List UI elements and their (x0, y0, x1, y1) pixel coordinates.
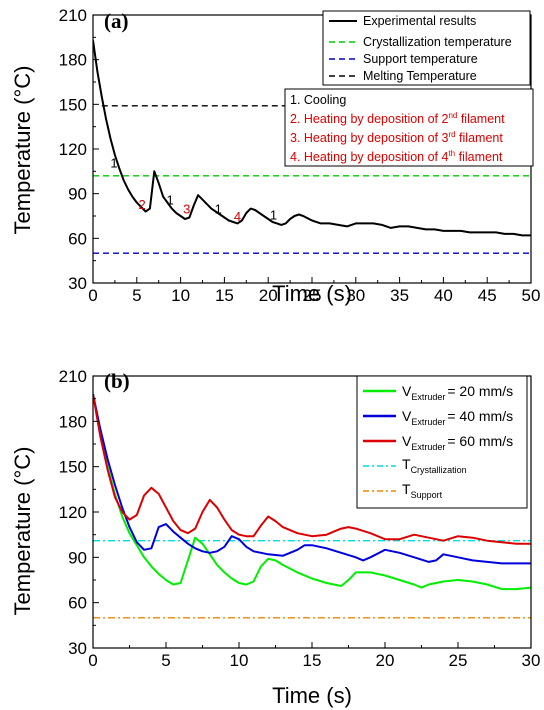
note-heating-3-text: 3. Heating by deposition of 3 (290, 131, 448, 145)
panel-a-x-tick-label: 45 (478, 286, 497, 305)
panel-b-x-tick-label: 25 (449, 651, 468, 670)
panel-a-chart: (a) Time (s) Temperature (°C) 0 5 10 15 20 25… (10, 6, 540, 306)
panel-a-x-axis-title: Time (s) (272, 281, 352, 306)
legend-b-crystallization-main: T (402, 456, 411, 472)
panel-b-y-tick-label: 90 (68, 548, 87, 567)
panel-a-legend: Experimental results Crystallization tem… (322, 10, 531, 86)
note-cooling: 1. Cooling (290, 93, 346, 107)
panel-a-y-tick-label: 120 (59, 140, 87, 159)
legend-a-crystallization: Crystallization temperature (363, 35, 512, 49)
panel-b-chart: (b) Time (s) Temperature (°C) 0 5 10 15 20 25… (10, 367, 540, 708)
legend-a-melting: Melting Temperature (363, 69, 477, 83)
panel-b-x-axis-title: Time (s) (272, 683, 352, 708)
panel-a-x-tick-label: 30 (346, 286, 365, 305)
panel-b-x-tick-label: 5 (161, 651, 170, 670)
note-heating-4: 4. Heating by deposition of 4th filament (290, 149, 503, 164)
panel-b-x-tick-label: 10 (230, 651, 249, 670)
legend-b-v60-sub: Extruder (411, 442, 445, 452)
note-heating-2-tail: filament (457, 112, 505, 126)
panel-b-series-3-line (93, 393, 531, 545)
panel-a-annotation-2: 2 (138, 197, 145, 212)
panel-a-x-tick-label: 25 (303, 286, 322, 305)
legend-b-v40-main: V (402, 408, 412, 424)
panel-a-legend-frame (322, 10, 531, 86)
legend-b-v60-tail: = 60 mm/s (447, 433, 513, 449)
panel-a-x-tick-label: 40 (434, 286, 453, 305)
legend-b-v60-main: V (402, 433, 412, 449)
panel-b-x-tick-label: 20 (376, 651, 395, 670)
note-heating-4-tail: filament (455, 150, 503, 164)
panel-b-series-2-line (93, 393, 531, 565)
legend-a-support: Support temperature (363, 52, 478, 66)
panel-a-annotation-1: 1 (110, 155, 117, 170)
note-heating-4-sup: th (448, 149, 455, 158)
legend-b-v60: VExtruder = 60 mm/s (402, 433, 513, 452)
legend-b-support-main: T (402, 481, 411, 497)
note-heating-3: 3. Heating by deposition of 3rd filament (290, 130, 503, 145)
panel-a-x-tick-label: 15 (215, 286, 234, 305)
panel-b-y-axis-title: Temperature (°C) (10, 447, 35, 616)
legend-b-v20: VExtruder = 20 mm/s (402, 383, 513, 402)
legend-b-v40-tail: = 40 mm/s (447, 408, 513, 424)
panel-a-y-tick-label: 180 (59, 51, 87, 70)
legend-b-support: TSupport (402, 481, 443, 500)
panel-b-series-group (93, 393, 531, 619)
legend-b-crystallization-sub: Crystallization (411, 465, 467, 475)
note-heating-4-text: 4. Heating by deposition of 4 (290, 150, 448, 164)
panel-a-x-tick-label: 0 (88, 286, 97, 305)
panel-a-annotation-5: 1 (215, 202, 222, 217)
panel-b-y-tick-label: 60 (68, 594, 87, 613)
panel-b-y-tick-label: 30 (68, 639, 87, 658)
panel-b-legend: VExtruder = 20 mm/s VExtruder = 40 mm/s VE… (356, 375, 528, 509)
panel-a-notes-frame (284, 88, 534, 167)
note-heating-2-sup: nd (448, 111, 457, 120)
panel-b-y-tick-label: 150 (59, 458, 87, 477)
panel-a-series-1-line (93, 40, 531, 237)
panel-a-y-tick-label: 30 (68, 274, 87, 293)
panel-a-series-group (93, 40, 531, 254)
note-heating-2: 2. Heating by deposition of 2nd filament (290, 111, 505, 126)
legend-b-v40-sub: Extruder (411, 417, 445, 427)
panel-b-y-tick-label: 180 (59, 412, 87, 431)
panel-b-x-tick-label: 30 (522, 651, 541, 670)
note-heating-2-text: 2. Heating by deposition of 2 (290, 112, 448, 126)
panel-a-label: (a) (104, 9, 129, 33)
panel-a-y-tick-label: 150 (59, 95, 87, 114)
panel-a-annotation-7: 1 (270, 208, 277, 223)
legend-b-crystallization: TCrystallization (402, 456, 467, 475)
panel-a-x-tick-label: 5 (132, 286, 141, 305)
legend-b-v20-main: V (402, 383, 412, 399)
panel-a-x-tick-label: 50 (522, 286, 541, 305)
panel-a-notes-box: 1. Cooling 2. Heating by deposition of 2… (284, 88, 534, 167)
panel-b-y-tick-label: 120 (59, 503, 87, 522)
panel-a-y-tick-label: 60 (68, 229, 87, 248)
legend-b-v20-sub: Extruder (411, 392, 445, 402)
panel-b-series-1-line (93, 393, 531, 591)
panel-a-y-tick-label: 210 (59, 6, 87, 25)
legend-b-v40: VExtruder = 40 mm/s (402, 408, 513, 427)
legend-b-v20-tail: = 20 mm/s (447, 383, 513, 399)
panel-b-x-tick-label: 15 (303, 651, 322, 670)
legend-b-support-sub: Support (411, 490, 443, 500)
panel-b-y-tick-label: 210 (59, 367, 87, 386)
panel-a-y-tick-label: 90 (68, 185, 87, 204)
legend-a-experimental: Experimental results (363, 14, 476, 28)
panel-b-label: (b) (104, 369, 130, 393)
panel-a-x-tick-label: 35 (390, 286, 409, 305)
panel-b-x-tick-label: 0 (88, 651, 97, 670)
panel-a-annotation-6: 4 (234, 209, 241, 224)
panel-a-x-tick-label: 10 (171, 286, 190, 305)
panel-a-x-tick-label: 20 (259, 286, 278, 305)
note-heating-3-sup: rd (448, 130, 455, 139)
panel-a-annotation-4: 3 (183, 202, 190, 217)
panel-a-y-axis-title: Temperature (°C) (10, 66, 35, 235)
note-heating-3-tail: filament (456, 131, 504, 145)
panel-a-annotation-3: 1 (166, 193, 173, 208)
